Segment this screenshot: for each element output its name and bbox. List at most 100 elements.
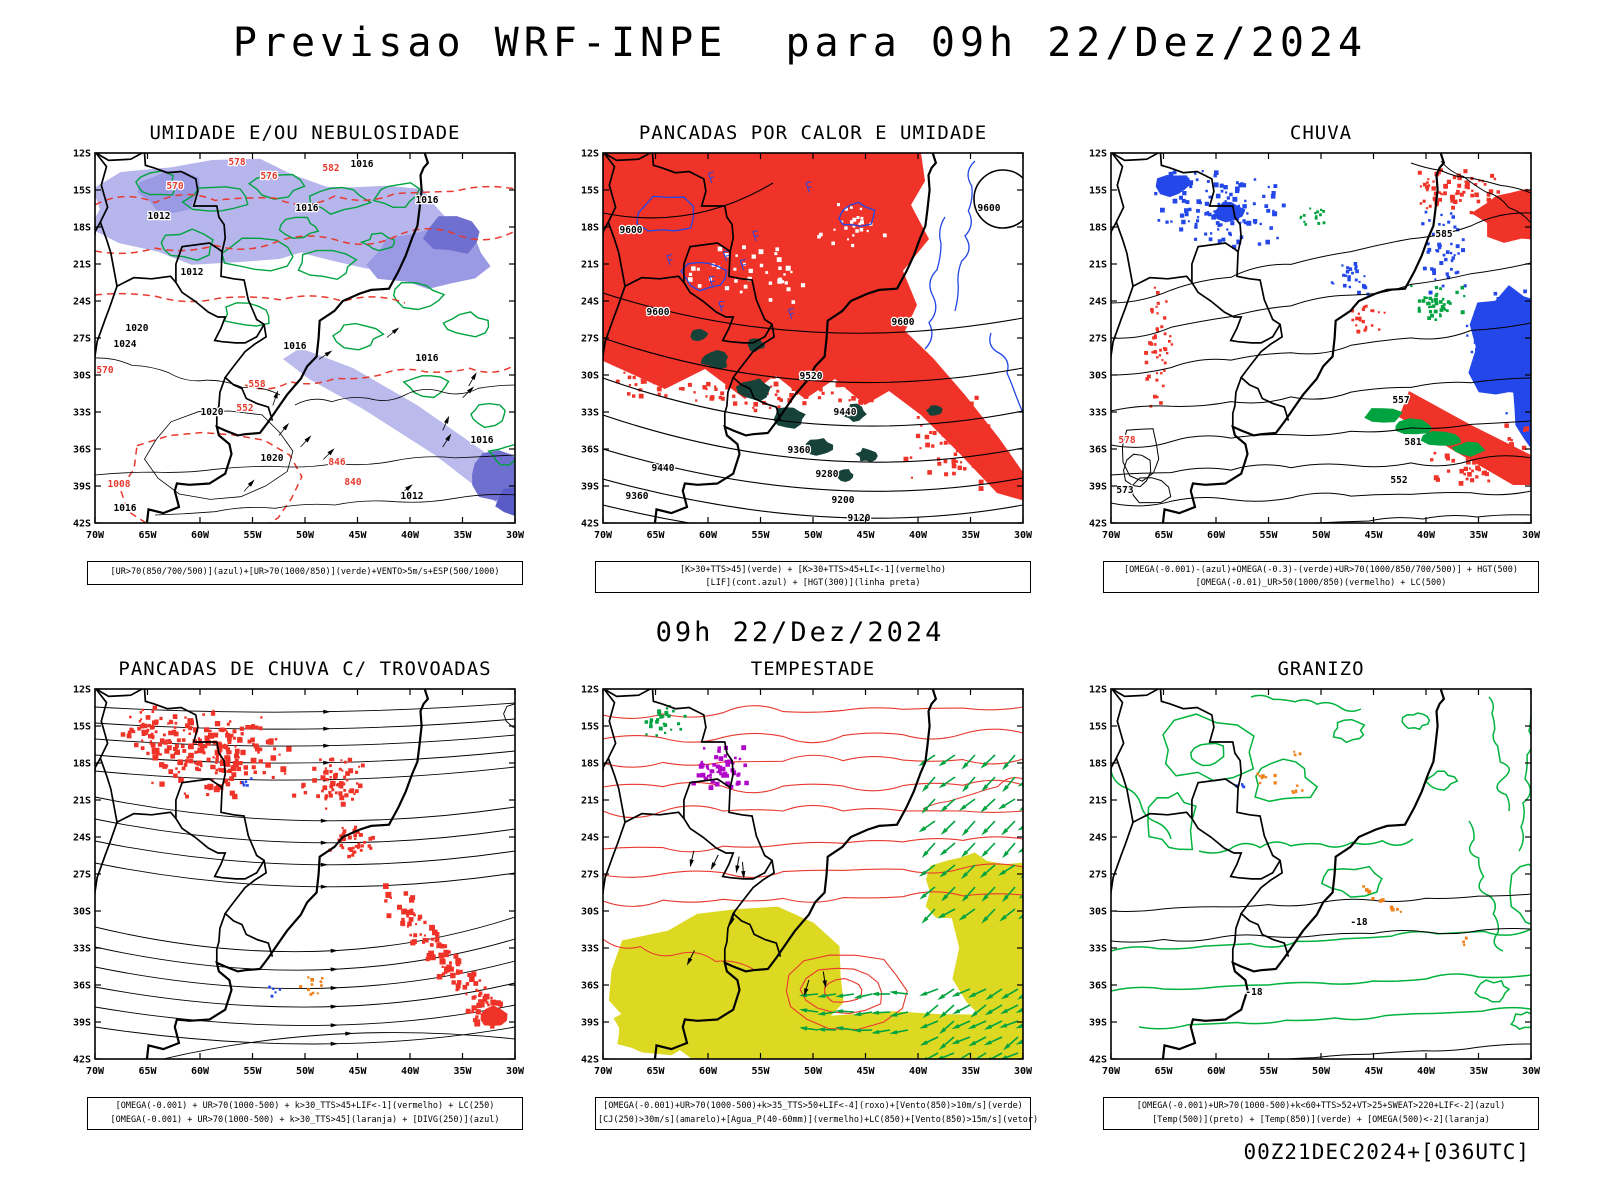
weather-layer [1111,694,1531,1060]
contour-label-layer: 1016 1016 1016 1012 1012 1020 1024 1016 1016 1020… [95,156,495,516]
svg-text:12S: 12S [1089,149,1107,160]
svg-text:9600: 9600 [647,307,670,318]
panel-caption: [OMEGA(-0.001) + UR>70(1000-500) + k>30_… [87,1097,523,1130]
svg-text:36S: 36S [1089,981,1107,992]
svg-text:27S: 27S [1089,334,1107,345]
svg-text:18S: 18S [73,759,91,770]
svg-text:18S: 18S [581,759,599,770]
panel-title: UMIDADE E/OU NEBULOSIDADE [149,122,461,144]
panel-caption: [UR>70(850/700/500)](azul)+[UR>70(1000/8… [87,561,523,585]
svg-text:21S: 21S [581,260,599,271]
svg-text:40W: 40W [909,1066,928,1077]
caption-line: [CJ(250)>30m/s](amarelo)+[Agua_P(40-60mm… [598,1114,1039,1125]
svg-text:36S: 36S [73,981,91,992]
svg-text:42S: 42S [1089,519,1107,530]
svg-text:35W: 35W [453,530,472,541]
svg-text:45W: 45W [856,530,875,541]
svg-text:581: 581 [1404,437,1421,448]
svg-text:21S: 21S [581,796,599,807]
weather-layer [1111,160,1531,523]
svg-text:55W: 55W [1259,530,1278,541]
svg-text:15S: 15S [1089,722,1107,733]
svg-text:55W: 55W [751,1066,770,1077]
svg-text:39S: 39S [1089,1018,1107,1029]
svg-text:1016: 1016 [416,195,439,206]
svg-text:18S: 18S [73,223,91,234]
svg-text:50W: 50W [804,1066,823,1077]
map-granizo: -18 -18 12S 15S 18S 21S 24S 27S 30S 33S 36S 39S 42S7… [1089,685,1541,1077]
svg-text:24S: 24S [1089,833,1107,844]
svg-text:45W: 45W [1364,530,1383,541]
svg-text:9600: 9600 [620,225,643,236]
svg-text:585: 585 [1435,229,1452,240]
svg-text:30W: 30W [506,530,525,541]
svg-text:582: 582 [322,163,339,174]
svg-text:24S: 24S [1089,297,1107,308]
svg-text:24S: 24S [73,833,91,844]
svg-text:18S: 18S [581,223,599,234]
weather-layer [603,153,1023,523]
svg-text:9600: 9600 [978,203,1001,214]
map-container: -18 -18 12S 15S 18S 21S 24S 27S 30S 33S 36S 39S 42S 7… [1073,685,1543,1095]
svg-text:573: 573 [1116,485,1133,496]
svg-text:30S: 30S [1089,907,1107,918]
svg-text:39S: 39S [73,482,91,493]
svg-text:30W: 30W [1522,530,1541,541]
svg-text:21S: 21S [1089,796,1107,807]
weather-layer [95,702,515,1060]
svg-text:45W: 45W [348,530,367,541]
map-container: 12S 15S 18S 21S 24S 27S 30S 33S 36S 39S 42S 70W 65W 6… [565,685,1035,1095]
caption-line: [OMEGA(-0.001) + UR>70(1000-500) + k>30_… [110,1114,500,1125]
map-container: 12S 15S 18S 21S 24S 27S 30S 33S 36S 39S 42S 70W 65W 6… [57,685,527,1095]
svg-text:1016: 1016 [416,353,439,364]
forecast-row-top: UMIDADE E/OU NEBULOSIDADE 1016 1016 1016 10… [0,122,1600,594]
weather-layer [603,705,1023,1060]
panel-granizo: GRANIZO -18 -18 12S 15S 18S 21S 24S 27S 30S 33S 36… [1073,658,1543,1130]
svg-text:1020: 1020 [201,407,224,418]
svg-text:42S: 42S [73,519,91,530]
svg-text:50W: 50W [804,530,823,541]
svg-text:70W: 70W [594,530,613,541]
geography-layer [603,153,938,523]
svg-text:-18: -18 [1245,987,1262,998]
svg-text:40W: 40W [909,530,928,541]
svg-text:9520: 9520 [800,371,823,382]
geography-layer [603,689,938,1060]
svg-text:39S: 39S [1089,482,1107,493]
svg-text:42S: 42S [581,1055,599,1066]
contour-label-layer: -18 -18 [1244,916,1369,1000]
svg-text:50W: 50W [1312,1066,1331,1077]
panel-title: TEMPESTADE [750,658,876,681]
contour-label-layer: 585 581 557 552 573 578 [1115,228,1454,498]
svg-text:9200: 9200 [832,495,855,506]
svg-text:552: 552 [236,403,253,414]
svg-text:15S: 15S [581,722,599,733]
svg-text:39S: 39S [581,1018,599,1029]
svg-text:9600: 9600 [892,317,915,328]
panel-title: PANCADAS POR CALOR E UMIDADE [638,122,988,144]
svg-text:21S: 21S [73,796,91,807]
panel-tempestade: TEMPESTADE 12S 15S 18S 21S 24S 27S 30S 33S 36S 39… [565,658,1039,1130]
svg-text:60W: 60W [191,1066,210,1077]
panel-title: CHUVA [1289,122,1353,144]
run-info-label: 00Z21DEC2024+[036UTC] [1243,1139,1530,1164]
caption-line: [LIF](cont.azul) + [HGT(300)](linha pret… [705,578,921,589]
svg-text:1020: 1020 [126,323,149,334]
svg-text:30W: 30W [1014,530,1033,541]
svg-text:42S: 42S [73,1055,91,1066]
svg-text:12S: 12S [581,149,599,160]
svg-text:1016: 1016 [114,503,137,514]
svg-text:15S: 15S [73,722,91,733]
map-umidade: 1016 1016 1016 1012 1012 1020 1024 1016 1016 1020… [73,149,525,541]
panel-chuva: CHUVA 585 581 557 552 573 578 12S 15S 18S 21S 24S 2… [1073,122,1543,594]
geography-layer [95,153,430,523]
svg-text:24S: 24S [73,297,91,308]
forecast-row-bottom: PANCADAS DE CHUVA C/ TROVOADAS 12S 15S 18S… [0,658,1600,1130]
svg-text:30S: 30S [1089,371,1107,382]
svg-text:1016: 1016 [296,203,319,214]
